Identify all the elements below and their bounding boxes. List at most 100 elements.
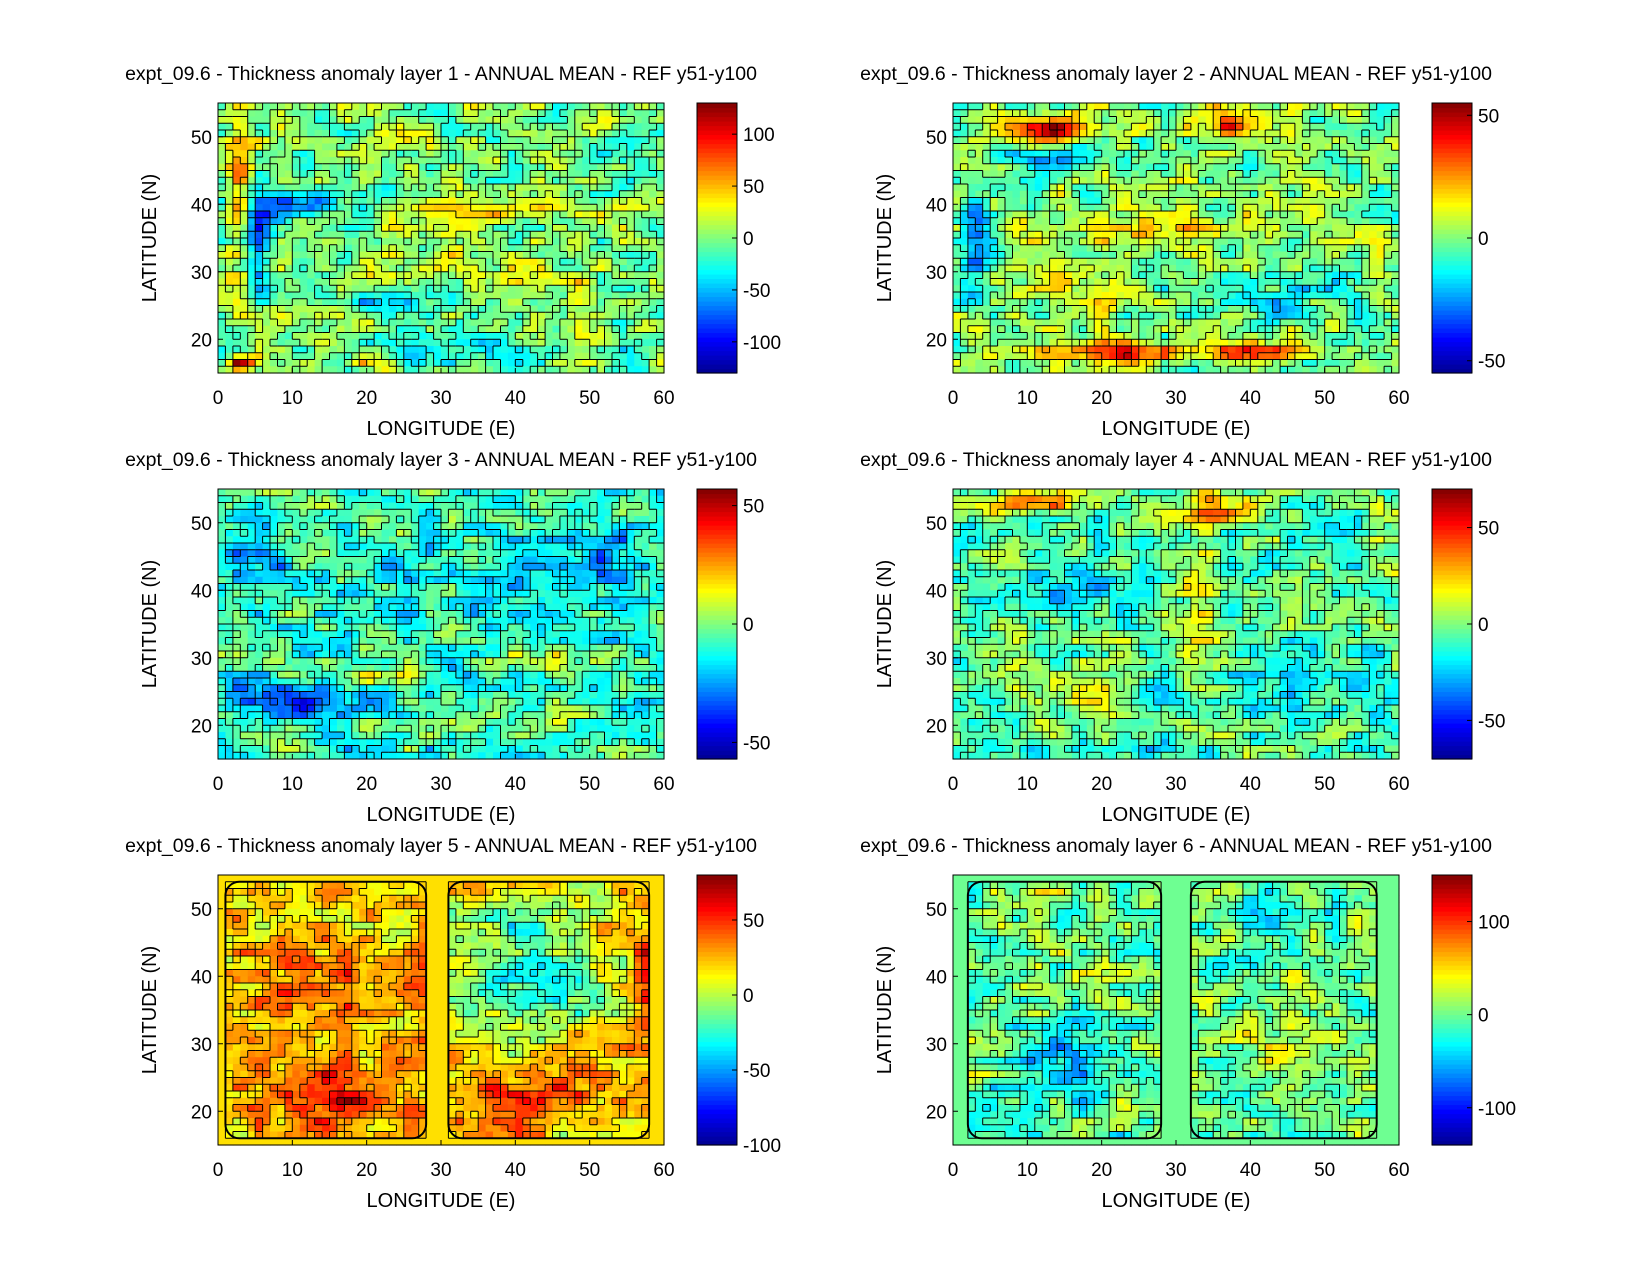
heatmap-cell (1154, 103, 1162, 110)
heatmap-cell (560, 198, 568, 205)
heatmap-cell (263, 333, 271, 340)
x-tick-label: 50 (579, 388, 600, 409)
heatmap-cell (448, 292, 456, 299)
colorbar-segment (697, 274, 737, 279)
heatmap-cell (367, 326, 375, 333)
heatmap-cell (233, 258, 241, 265)
heatmap-cell (396, 265, 404, 272)
heatmap-cell (515, 312, 523, 319)
heatmap-cell (560, 130, 568, 137)
heatmap-cell (471, 103, 479, 110)
heatmap-cell (642, 258, 650, 265)
heatmap-cell (597, 103, 605, 110)
heatmap-cell (553, 231, 561, 238)
heatmap-cell (597, 339, 605, 346)
heatmap-cell (352, 319, 360, 326)
heatmap-cell (545, 231, 553, 238)
heatmap-cell (367, 211, 375, 218)
heatmap-cell (285, 326, 293, 333)
heatmap-cell (292, 204, 300, 211)
heatmap-cell (263, 272, 271, 279)
heatmap-cell (434, 157, 442, 164)
heatmap-cell (515, 353, 523, 360)
heatmap-cell (374, 366, 382, 373)
colorbar-segment (697, 153, 737, 158)
heatmap-cell (523, 366, 531, 373)
heatmap-cell (642, 319, 650, 326)
heatmap-cell (352, 171, 360, 178)
heatmap-cell (508, 164, 516, 171)
heatmap-cell (523, 272, 531, 279)
heatmap-cell (255, 333, 263, 340)
heatmap-cell (233, 326, 241, 333)
heatmap-cell (463, 130, 471, 137)
heatmap-cell (277, 245, 285, 252)
colorbar-segment (697, 189, 737, 194)
heatmap-cell (434, 245, 442, 252)
heatmap-cell (359, 333, 367, 340)
heatmap-cell (277, 353, 285, 360)
heatmap-cell (233, 110, 241, 117)
heatmap-cell (634, 164, 642, 171)
heatmap-cell (434, 184, 442, 191)
heatmap-cell (233, 319, 241, 326)
heatmap-cell (389, 292, 397, 299)
heatmap-cell (426, 285, 434, 292)
heatmap-cell (478, 231, 486, 238)
heatmap-cell (567, 191, 575, 198)
heatmap-cell (657, 225, 665, 232)
heatmap-cell (322, 299, 330, 306)
heatmap-cell (434, 198, 442, 205)
heatmap-cell (597, 225, 605, 232)
heatmap-cell (255, 130, 263, 137)
heatmap-cell (285, 265, 293, 272)
heatmap-cell (545, 339, 553, 346)
heatmap-cell (255, 218, 263, 225)
heatmap-cell (263, 218, 271, 225)
heatmap-cell (396, 306, 404, 313)
heatmap-cell (367, 265, 375, 272)
heatmap-cell (307, 285, 315, 292)
heatmap-cell (322, 144, 330, 151)
heatmap-cell (500, 258, 508, 265)
heatmap-cell (560, 292, 568, 299)
heatmap-cell (642, 346, 650, 353)
heatmap-cell (359, 360, 367, 367)
heatmap-cell (642, 285, 650, 292)
heatmap-cell (419, 117, 427, 124)
heatmap-cell (322, 117, 330, 124)
heatmap-cell (1206, 103, 1214, 110)
heatmap-cell (248, 258, 256, 265)
heatmap-cell (448, 157, 456, 164)
heatmap-cell (627, 130, 635, 137)
heatmap-cell (434, 366, 442, 373)
heatmap-cell (277, 346, 285, 353)
heatmap-cell (248, 252, 256, 259)
heatmap-cell (292, 245, 300, 252)
heatmap-cell (404, 366, 412, 373)
heatmap-cell (486, 319, 494, 326)
heatmap-cell (612, 306, 620, 313)
heatmap-cell (657, 103, 665, 110)
heatmap-cell (642, 245, 650, 252)
heatmap-cell (627, 157, 635, 164)
heatmap-cell (300, 150, 308, 157)
heatmap-cell (233, 333, 241, 340)
heatmap-cell (612, 103, 620, 110)
heatmap-cell (657, 231, 665, 238)
heatmap-cell (359, 184, 367, 191)
heatmap-cell (486, 144, 494, 151)
heatmap-cell (374, 319, 382, 326)
heatmap-cell (240, 353, 248, 360)
heatmap-cell (367, 130, 375, 137)
heatmap-cell (530, 245, 538, 252)
heatmap-cell (1161, 103, 1169, 110)
heatmap-cell (1354, 103, 1362, 110)
heatmap-cell (998, 110, 1006, 117)
heatmap-cell (225, 319, 233, 326)
heatmap-cell (330, 339, 338, 346)
heatmap-cell (233, 150, 241, 157)
heatmap-cell (396, 144, 404, 151)
heatmap-cell (530, 184, 538, 191)
heatmap-cell (590, 117, 598, 124)
